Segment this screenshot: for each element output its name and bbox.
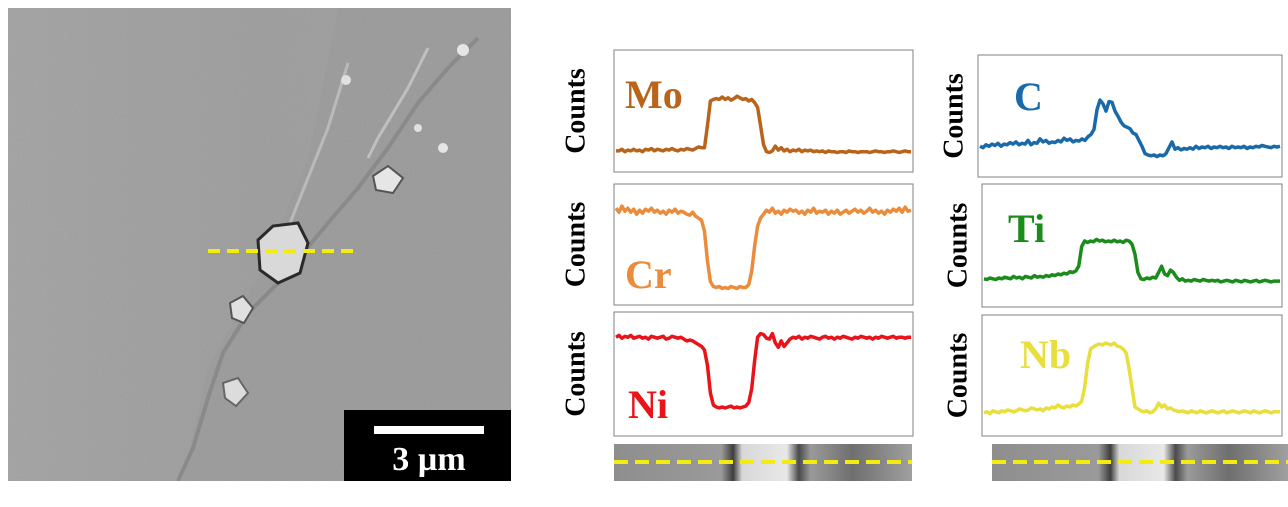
series-line-ni	[615, 331, 911, 410]
y-axis-label: Counts	[560, 68, 591, 154]
series-label-nb: Nb	[1020, 332, 1071, 377]
precipitates	[221, 44, 469, 408]
scale-bar-label: 3 µm	[392, 441, 465, 478]
series-label-c: C	[1014, 74, 1043, 119]
series-line-nb	[983, 341, 1280, 416]
plot-frame	[613, 311, 914, 437]
linescan-strip-1	[614, 444, 912, 481]
plot-frame	[981, 314, 1283, 437]
plot-frame	[977, 54, 1283, 178]
chart-panel-c: Counts C	[938, 54, 1283, 178]
series-line-c	[979, 98, 1281, 159]
scale-bar-box: 3 µm	[344, 410, 511, 481]
y-axis-label: Counts	[560, 331, 591, 417]
series-label-cr: Cr	[625, 252, 672, 297]
y-axis-label: Counts	[560, 202, 591, 288]
chart-panel-ni: Counts Ni	[560, 311, 914, 437]
series-label-ni: Ni	[628, 382, 668, 427]
chart-panel-nb: Counts Nb	[942, 314, 1283, 437]
chart-panel-mo: Counts Mo	[560, 49, 914, 173]
series-line-mo	[616, 94, 911, 155]
y-axis-label: Counts	[942, 333, 973, 419]
series-label-mo: Mo	[625, 72, 683, 117]
scale-bar	[374, 426, 484, 434]
chart-panel-ti: Counts Ti	[942, 183, 1283, 308]
series-line-cr	[614, 204, 912, 291]
y-axis-label: Counts	[938, 73, 969, 159]
series-label-ti: Ti	[1008, 206, 1045, 251]
plot-frame	[613, 183, 914, 306]
series-line-ti	[983, 237, 1280, 284]
y-axis-label: Counts	[942, 203, 973, 289]
chart-panel-cr: Counts Cr	[560, 183, 914, 306]
linescan-strip-2	[992, 444, 1288, 481]
sem-micrograph: 3 µm	[8, 8, 511, 481]
